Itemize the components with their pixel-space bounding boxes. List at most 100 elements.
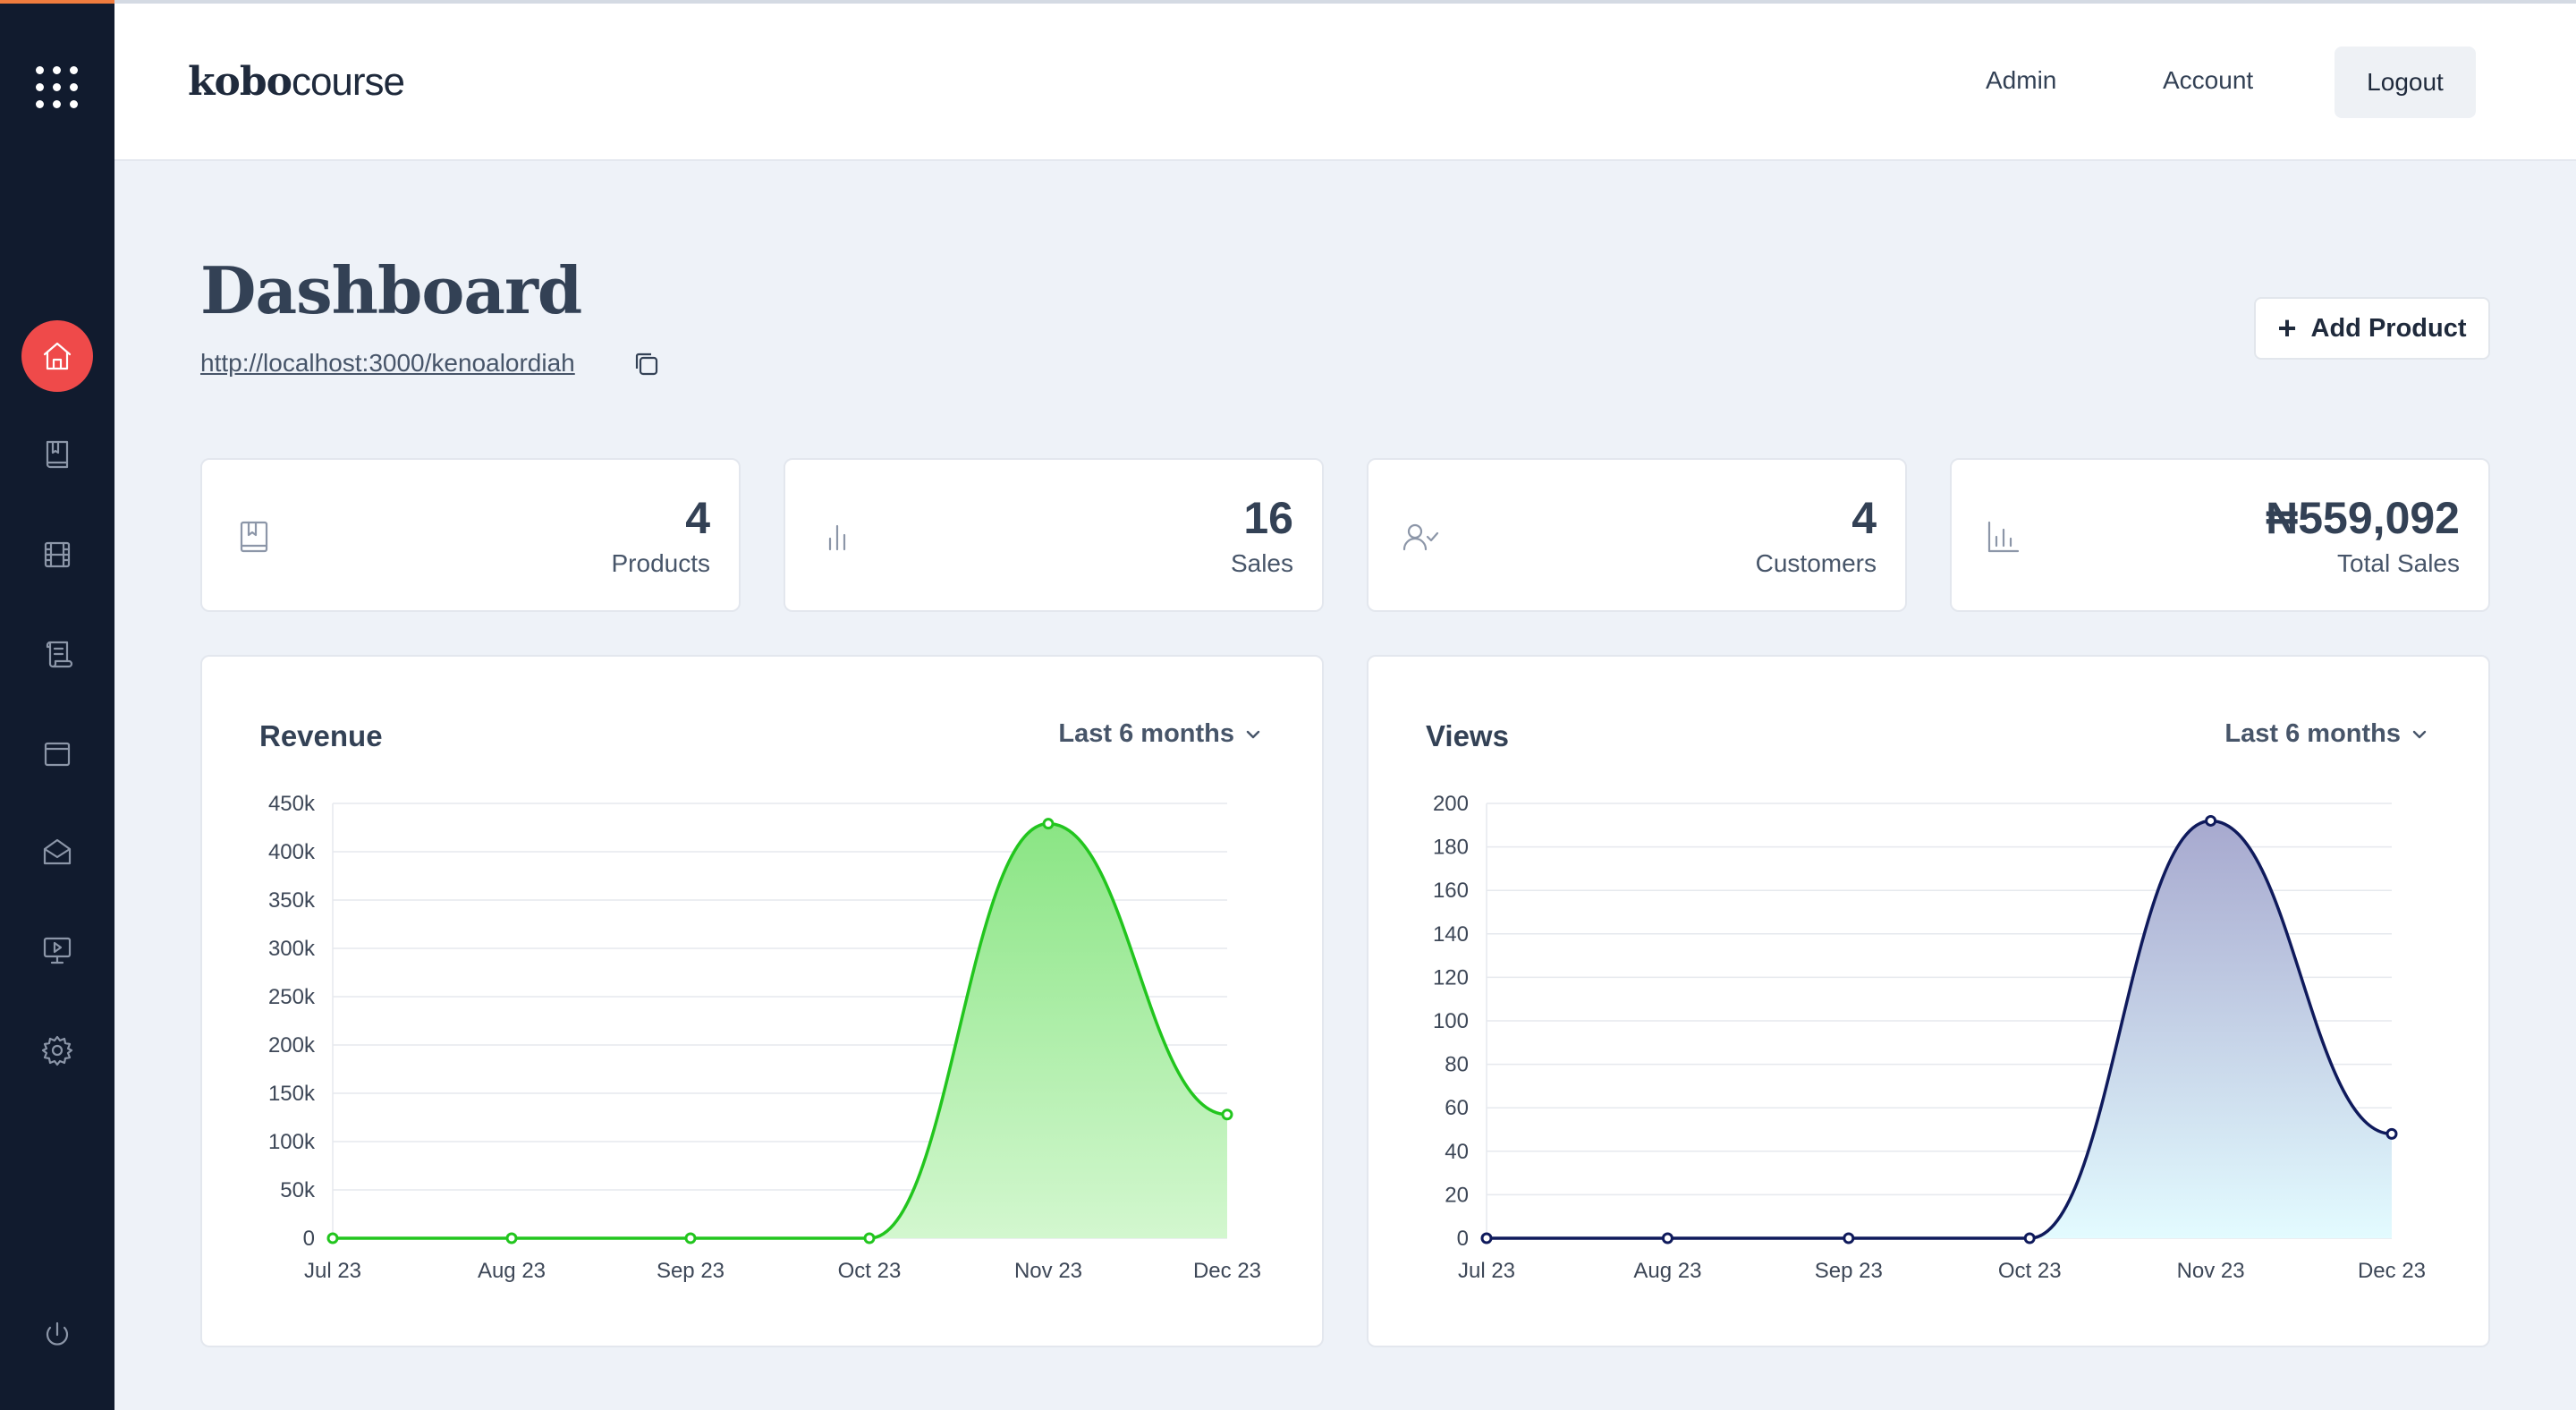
x-tick-label: Sep 23 xyxy=(1815,1259,1883,1283)
user-check-icon xyxy=(1399,515,1442,558)
data-point[interactable] xyxy=(2385,1127,2398,1140)
nav-account-link[interactable]: Account xyxy=(2163,66,2254,94)
top-accent-bar xyxy=(0,0,114,4)
views-range-dropdown[interactable]: Last 6 months xyxy=(2224,719,2429,749)
logout-button[interactable]: Logout xyxy=(2334,47,2476,118)
y-tick-label: 150k xyxy=(268,1082,316,1106)
stat-value: 4 xyxy=(685,493,710,543)
stat-value: 4 xyxy=(1852,493,1877,543)
data-point[interactable] xyxy=(863,1232,876,1244)
stat-card-customers: 4 Customers xyxy=(1367,458,1907,612)
y-tick-label: 100 xyxy=(1433,1009,1469,1033)
wallet-icon xyxy=(44,742,71,767)
y-tick-label: 450k xyxy=(268,792,316,816)
y-tick-label: 120 xyxy=(1433,965,1469,990)
nav-admin-link[interactable]: Admin xyxy=(1986,66,2057,94)
y-tick-label: 350k xyxy=(268,888,316,913)
bookmark-book-icon xyxy=(233,515,275,558)
stat-card-total-sales: ₦559,092 Total Sales xyxy=(1950,458,2490,612)
plus-icon: + xyxy=(2277,310,2297,346)
logo[interactable]: kobocourse xyxy=(188,59,405,105)
logo-bold-text: kobo xyxy=(188,59,292,105)
data-point[interactable] xyxy=(326,1232,339,1244)
series-area xyxy=(333,823,1227,1238)
home-icon xyxy=(43,342,72,370)
stat-label: Products xyxy=(611,549,711,577)
y-tick-label: 300k xyxy=(268,937,316,961)
y-tick-label: 200k xyxy=(268,1033,316,1058)
x-tick-label: Nov 23 xyxy=(1014,1259,1082,1283)
chart-title: Views xyxy=(1426,719,1509,752)
range-label: Last 6 months xyxy=(1058,719,1234,748)
x-tick-label: Sep 23 xyxy=(657,1259,724,1283)
add-product-label: Add Product xyxy=(2310,313,2467,343)
data-point[interactable] xyxy=(1843,1232,1855,1244)
stat-card-sales: 16 Sales xyxy=(784,458,1324,612)
y-tick-label: 400k xyxy=(268,840,316,864)
stat-label: Sales xyxy=(1230,549,1293,577)
chevron-down-icon xyxy=(2412,730,2427,738)
presentation-icon xyxy=(43,937,72,964)
data-point[interactable] xyxy=(2205,814,2217,827)
apps-grid-icon[interactable] xyxy=(36,66,79,109)
y-tick-label: 140 xyxy=(1433,922,1469,947)
book-icon xyxy=(46,440,69,469)
sidebar xyxy=(0,4,114,1410)
range-label: Last 6 months xyxy=(2224,719,2401,748)
x-tick-label: Nov 23 xyxy=(2177,1259,2245,1283)
x-tick-label: Oct 23 xyxy=(838,1259,902,1283)
mail-icon xyxy=(43,838,72,865)
chart-title: Revenue xyxy=(259,719,383,752)
y-tick-label: 180 xyxy=(1433,836,1469,860)
views-chart: 0 20 40 60 80 100 120 140 160 180 200 Jul 23 Aug 23 S… xyxy=(1433,792,2426,1283)
stat-label: Customers xyxy=(1755,549,1877,577)
stat-value: 16 xyxy=(1243,493,1293,543)
data-point[interactable] xyxy=(1661,1232,1674,1244)
page-title: Dashboard xyxy=(200,252,582,328)
power-button[interactable] xyxy=(21,1299,93,1371)
sidebar-item-mail[interactable] xyxy=(21,816,93,888)
x-tick-label: Oct 23 xyxy=(1998,1259,2062,1283)
y-tick-label: 60 xyxy=(1445,1096,1469,1120)
y-tick-label: 250k xyxy=(268,985,316,1009)
x-tick-label: Aug 23 xyxy=(1633,1259,1701,1283)
film-icon xyxy=(44,541,71,568)
y-tick-label: 0 xyxy=(303,1227,315,1251)
data-point[interactable] xyxy=(505,1232,518,1244)
revenue-range-dropdown[interactable]: Last 6 months xyxy=(1058,719,1263,749)
y-tick-label: 20 xyxy=(1445,1183,1469,1207)
data-point[interactable] xyxy=(2023,1232,2036,1244)
sidebar-item-products[interactable] xyxy=(21,419,93,490)
data-point[interactable] xyxy=(1042,818,1055,830)
x-tick-label: Dec 23 xyxy=(2358,1259,2426,1283)
stat-card-products: 4 Products xyxy=(200,458,741,612)
y-tick-label: 50k xyxy=(280,1178,316,1202)
chart-axis-icon xyxy=(1982,515,2025,558)
revenue-chart-card: Revenue Last 6 months 0 50k 100k 150k 200k 25… xyxy=(200,655,1324,1347)
gear-icon xyxy=(41,1035,73,1066)
sidebar-item-videos[interactable] xyxy=(21,519,93,590)
series-area xyxy=(1487,820,2392,1238)
sidebar-item-wallet[interactable] xyxy=(21,718,93,789)
y-tick-label: 100k xyxy=(268,1130,316,1154)
sidebar-item-home[interactable] xyxy=(21,320,93,392)
sidebar-item-settings[interactable] xyxy=(21,1015,93,1086)
sidebar-item-posts[interactable] xyxy=(21,617,93,689)
y-tick-label: 0 xyxy=(1457,1227,1469,1251)
logo-light-text: course xyxy=(291,60,405,104)
data-point[interactable] xyxy=(684,1232,697,1244)
views-chart-card: Views Last 6 months 0 20 40 60 80 100 120 140 16… xyxy=(1367,655,2490,1347)
add-product-button[interactable]: + Add Product xyxy=(2254,297,2490,360)
data-point[interactable] xyxy=(1480,1232,1493,1244)
data-point[interactable] xyxy=(1221,1108,1233,1121)
top-border xyxy=(0,0,2576,4)
copy-icon[interactable] xyxy=(631,349,662,379)
stat-value: ₦559,092 xyxy=(2266,493,2460,543)
stat-label: Total Sales xyxy=(2337,549,2460,577)
power-icon xyxy=(46,1321,69,1346)
sidebar-item-presentations[interactable] xyxy=(21,914,93,986)
scroll-icon xyxy=(46,641,73,668)
y-tick-label: 200 xyxy=(1433,792,1469,816)
store-url-link[interactable]: http://localhost:3000/kenoalordiah xyxy=(200,349,575,377)
x-tick-label: Dec 23 xyxy=(1193,1259,1261,1283)
